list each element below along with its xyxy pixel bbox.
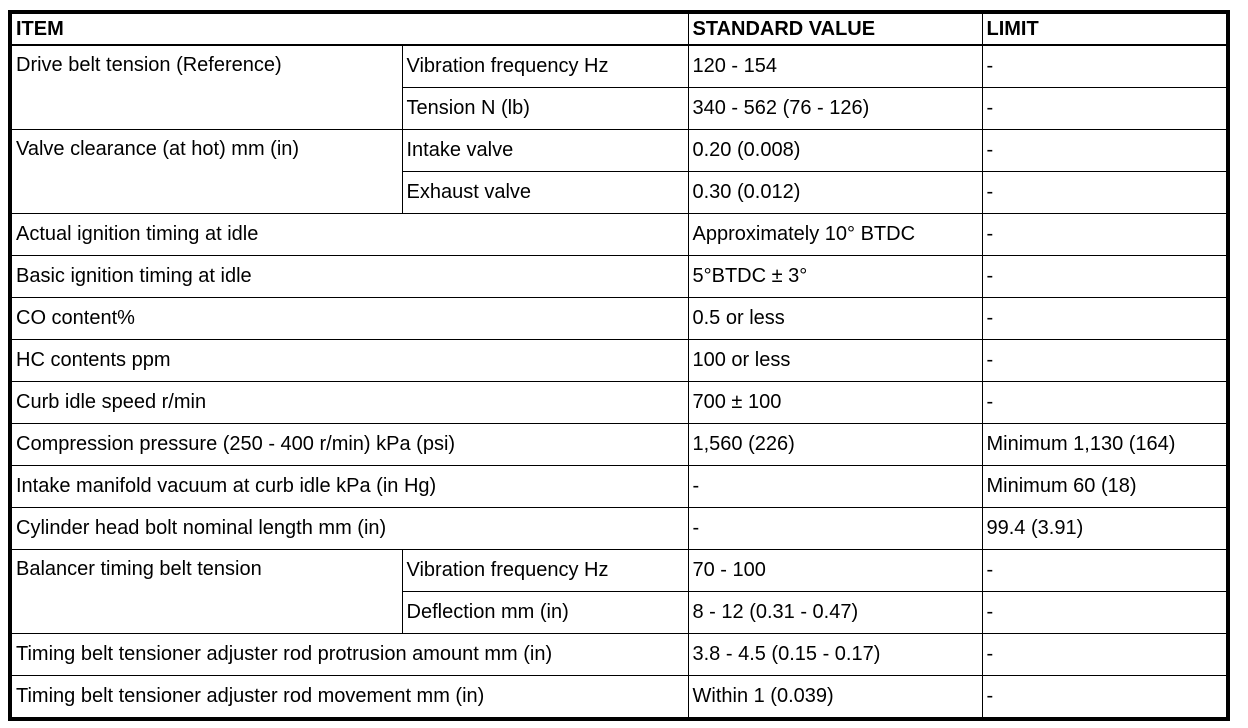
table-row: Timing belt tensioner adjuster rod movem… [9, 675, 1229, 720]
item-cell: Balancer timing belt tension [9, 549, 403, 634]
table-row: Intake manifold vacuum at curb idle kPa … [9, 465, 1229, 508]
table-row: Tension N (lb) 340 - 562 (76 - 126) - [10, 87, 1229, 130]
item-cell: Cylinder head bolt nominal length mm (in… [9, 507, 689, 550]
table-row: Drive belt tension (Reference) Vibration … [9, 44, 1229, 130]
table-row: CO content% 0.5 or less - [9, 297, 1229, 340]
sub-item-cell: Exhaust valve [401, 171, 689, 214]
table-row: Compression pressure (250 - 400 r/min) k… [9, 423, 1229, 466]
table-row: Basic ignition timing at idle 5°BTDC ± 3°… [9, 255, 1229, 298]
standard-value-cell: 0.20 (0.008) [687, 129, 983, 172]
standard-value-cell: Within 1 (0.039) [687, 675, 983, 720]
standard-value-cell: 340 - 562 (76 - 126) [687, 87, 983, 130]
table-row: HC contents ppm 100 or less - [9, 339, 1229, 382]
table-row: Cylinder head bolt nominal length mm (in… [9, 507, 1229, 550]
sub-item-cell: Vibration frequency Hz [401, 549, 689, 592]
item-cell: Timing belt tensioner adjuster rod movem… [9, 675, 689, 720]
standard-value-cell: 0.5 or less [687, 297, 983, 340]
limit-cell: - [981, 129, 1229, 172]
limit-cell: 99.4 (3.91) [981, 507, 1229, 550]
standard-value-cell: 3.8 - 4.5 (0.15 - 0.17) [687, 633, 983, 676]
limit-cell: - [981, 633, 1229, 676]
limit-cell: - [981, 87, 1229, 130]
limit-cell: Minimum 1,130 (164) [981, 423, 1229, 466]
standard-value-cell: 120 - 154 [687, 44, 983, 88]
item-cell: Valve clearance (at hot) mm (in) [9, 129, 403, 214]
limit-cell: - [981, 171, 1229, 214]
item-cell: Timing belt tensioner adjuster rod protr… [9, 633, 689, 676]
item-cell: Compression pressure (250 - 400 r/min) k… [9, 423, 689, 466]
standard-value-cell: - [687, 507, 983, 550]
header-item: ITEM [9, 11, 689, 46]
limit-cell: - [981, 297, 1229, 340]
sub-item-cell: Deflection mm (in) [401, 591, 689, 634]
standard-value-cell: 1,560 (226) [687, 423, 983, 466]
table-row: Timing belt tensioner adjuster rod protr… [9, 633, 1229, 676]
header-limit: LIMIT [981, 11, 1229, 46]
standard-value-cell: 8 - 12 (0.31 - 0.47) [687, 591, 983, 634]
limit-cell: - [981, 44, 1229, 88]
table-row: Balancer timing belt tension Vibration fr… [9, 549, 1229, 634]
item-cell: Drive belt tension (Reference) [9, 44, 403, 130]
item-cell: Basic ignition timing at idle [9, 255, 689, 298]
item-cell: Curb idle speed r/min [9, 381, 689, 424]
standard-value-cell: 0.30 (0.012) [687, 171, 983, 214]
limit-cell: - [981, 549, 1229, 592]
standard-value-cell: 100 or less [687, 339, 983, 382]
limit-cell: - [981, 213, 1229, 256]
table-row: Curb idle speed r/min 700 ± 100- [9, 381, 1229, 424]
header-row: ITEM STANDARD VALUE LIMIT [9, 11, 1229, 46]
sub-item-cell: Tension N (lb) [401, 87, 689, 130]
limit-cell: - [981, 675, 1229, 720]
limit-cell: - [981, 339, 1229, 382]
item-cell: HC contents ppm [9, 339, 689, 382]
table-row: Deflection mm (in) 8 - 12 (0.31 - 0.47) - [10, 591, 1229, 634]
standard-value-cell: Approximately 10° BTDC [687, 213, 983, 256]
table-row: Actual ignition timing at idle Approximat… [9, 213, 1229, 256]
sub-item-cell: Vibration frequency Hz [401, 44, 689, 88]
specifications-table: ITEM STANDARD VALUE LIMIT Drive belt ten… [8, 10, 1230, 721]
table-row: Valve clearance (at hot) mm (in) Intake v… [9, 129, 1229, 214]
limit-cell: - [981, 381, 1229, 424]
standard-value-cell: - [687, 465, 983, 508]
sub-item-cell: Intake valve [401, 129, 689, 172]
limit-cell: Minimum 60 (18) [981, 465, 1229, 508]
item-cell: Actual ignition timing at idle [9, 213, 689, 256]
standard-value-cell: 700 ± 100 [687, 381, 983, 424]
standard-value-cell: 70 - 100 [687, 549, 983, 592]
item-cell: Intake manifold vacuum at curb idle kPa … [9, 465, 689, 508]
limit-cell: - [981, 591, 1229, 634]
standard-value-cell: 5°BTDC ± 3° [687, 255, 983, 298]
item-cell: CO content% [9, 297, 689, 340]
limit-cell: - [981, 255, 1229, 298]
header-standard-value: STANDARD VALUE [687, 11, 983, 46]
